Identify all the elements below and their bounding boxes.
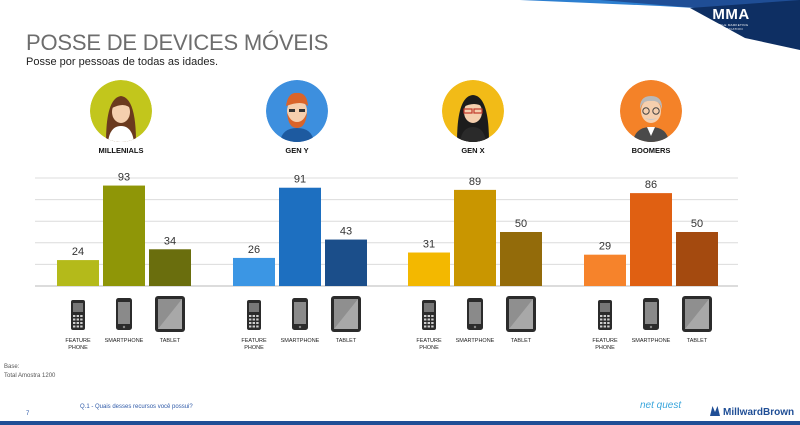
bar-group-millenials: 24 93 34: [57, 172, 191, 286]
tablet-icon: [331, 296, 361, 332]
bar-group-boomers: 29 86 50: [584, 179, 718, 286]
boomer-portrait-icon: [620, 80, 682, 142]
bar-group-gen-y: 26 91 43: [233, 174, 367, 286]
bar-feature-phone: [233, 257, 275, 286]
device-label: SMARTPHONE: [631, 338, 671, 344]
base-label: Base:: [4, 364, 20, 370]
millwardbrown-mark-icon: [710, 406, 720, 416]
base-note: Base: Total Amostra 1200: [4, 363, 55, 381]
data-label: 93: [118, 172, 130, 184]
avatar-gen-x: [442, 80, 504, 142]
avatar-millenial: [90, 80, 152, 142]
bottom-bar: [0, 421, 800, 425]
mma-logo: MMA MOBILE MARKETING ASSOCIATION: [712, 6, 750, 32]
page-title: POSSE DE DEVICES MÓVEIS: [26, 30, 329, 55]
feature-phone-icon: [71, 300, 85, 330]
bar-smartphone: [630, 193, 672, 286]
bar-feature-phone: [584, 254, 626, 286]
bar-feature-phone: [57, 260, 99, 286]
data-label: 31: [423, 239, 435, 251]
millwardbrown-logo: MillwardBrown: [710, 406, 794, 418]
bar-tablet: [325, 239, 367, 286]
data-label: 91: [294, 174, 306, 186]
generation-label: BOOMERS: [631, 146, 671, 155]
feature-phone-icon: [422, 300, 436, 330]
device-label: TABLET: [335, 338, 357, 344]
avatar-boomer: [620, 80, 682, 142]
gen-y-portrait-icon: [266, 80, 328, 142]
tablet-icon: [155, 296, 185, 332]
generation-label: GEN Y: [285, 146, 309, 155]
survey-question: Q.1 - Quais desses recursos você possui?: [80, 404, 193, 410]
device-label: FEATURE PHONE: [241, 338, 267, 351]
device-label: TABLET: [159, 338, 181, 344]
device-label: TABLET: [510, 338, 532, 344]
device-label: TABLET: [686, 338, 708, 344]
generation-label: MILLENIALS: [98, 146, 144, 155]
data-label: 34: [164, 235, 176, 247]
bar-group-gen-x: 31 89 50: [408, 176, 542, 286]
data-label: 26: [248, 244, 260, 256]
data-label: 29: [599, 241, 611, 253]
device-label: SMARTPHONE: [455, 338, 495, 344]
tablet-icon: [506, 296, 536, 332]
gen-x-portrait-icon: [442, 80, 504, 142]
smartphone-icon: [467, 298, 483, 330]
bar-feature-phone: [408, 252, 450, 286]
bar-tablet: [149, 249, 191, 286]
device-label: FEATURE PHONE: [416, 338, 442, 351]
device-label: SMARTPHONE: [104, 338, 144, 344]
data-label: 89: [469, 176, 481, 188]
base-value: Total Amostra 1200: [4, 373, 56, 379]
avatar-gen-y: [266, 80, 328, 142]
device-label: FEATURE PHONE: [65, 338, 91, 351]
bar-tablet: [500, 232, 542, 286]
data-label: 24: [72, 246, 84, 258]
bar-tablet: [676, 232, 718, 286]
feature-phone-icon: [598, 300, 612, 330]
smartphone-icon: [292, 298, 308, 330]
corner-decoration: [520, 0, 800, 50]
page-subtitle: Posse por pessoas de todas as idades.: [26, 56, 219, 68]
netquest-logo: net quest: [640, 400, 682, 411]
tablet-icon: [682, 296, 712, 332]
data-label: 50: [691, 218, 703, 230]
bar-smartphone: [103, 185, 145, 286]
device-label: SMARTPHONE: [280, 338, 320, 344]
data-label: 50: [515, 218, 527, 230]
data-label: 86: [645, 179, 657, 191]
page-number: 7: [26, 411, 30, 417]
millenial-portrait-icon: [90, 80, 152, 142]
device-label: FEATURE PHONE: [592, 338, 618, 351]
generation-label: GEN X: [461, 146, 485, 155]
smartphone-icon: [643, 298, 659, 330]
smartphone-icon: [116, 298, 132, 330]
data-label: 43: [340, 226, 352, 238]
feature-phone-icon: [247, 300, 261, 330]
bar-smartphone: [454, 189, 496, 286]
bar-smartphone: [279, 187, 321, 286]
